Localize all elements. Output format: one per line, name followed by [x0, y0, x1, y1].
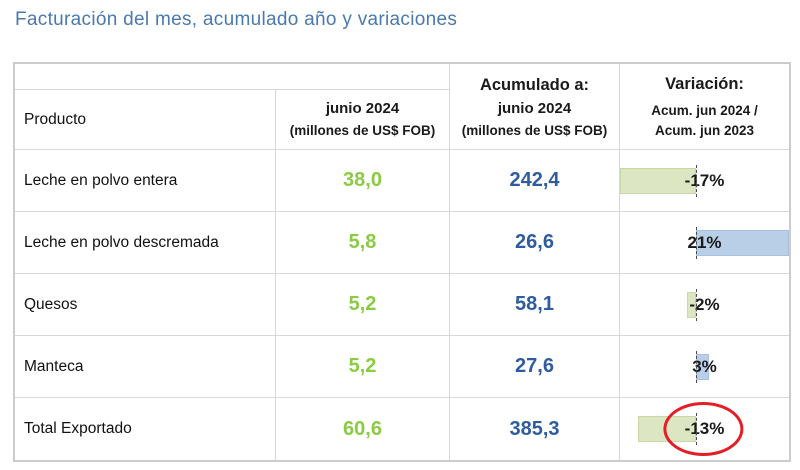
accum-value: 242,4 [450, 150, 620, 212]
databar-axis [695, 164, 697, 197]
variation-label: -17% [684, 170, 725, 190]
header-empty-cell [15, 64, 450, 90]
month-value: 38,0 [276, 150, 450, 212]
month-value: 5,8 [276, 212, 450, 274]
variation-label: -2% [689, 294, 720, 314]
red-circle-annotation [662, 402, 743, 456]
variation-cell: -17% [620, 150, 789, 212]
table-row-product: Manteca [15, 336, 276, 398]
accum-value: 26,6 [450, 212, 620, 274]
month-value-total: 60,6 [276, 398, 450, 460]
export-billing-table: Acumulado a: junio 2024 (millones de US$… [13, 62, 791, 462]
header-variacion-line1: Acum. jun 2024 / [651, 103, 758, 119]
variation-cell: 3% [620, 336, 789, 398]
header-acumulado: Acumulado a: junio 2024 (millones de US$… [450, 64, 620, 150]
month-value: 5,2 [276, 336, 450, 398]
table-row-product-total: Total Exportado [15, 398, 276, 460]
variation-databar [695, 229, 789, 256]
databar-axis [695, 350, 697, 383]
page-title: Facturación del mes, acumulado año y var… [15, 9, 458, 30]
table-row-product: Leche en polvo descremada [15, 212, 276, 274]
variation-databar [620, 167, 696, 194]
header-variacion-line2: Acum. jun 2023 [654, 123, 755, 139]
month-value: 5,2 [276, 274, 450, 336]
variation-cell: 21% [620, 212, 789, 274]
table-row-product: Quesos [15, 274, 276, 336]
variation-label: 3% [692, 356, 717, 376]
header-junio-unit: (millones de US$ FOB) [289, 122, 436, 138]
databar-axis [695, 288, 697, 321]
variation-databar [686, 291, 696, 318]
accum-value: 58,1 [450, 274, 620, 336]
header-variacion: Variación: Acum. jun 2024 / Acum. jun 20… [620, 64, 789, 150]
accum-value-total: 385,3 [450, 398, 620, 460]
variation-cell: -2% [620, 274, 789, 336]
table-row-product: Leche en polvo entera [15, 150, 276, 212]
header-acumulado-unit: (millones de US$ FOB) [461, 122, 608, 138]
databar-axis [695, 226, 697, 259]
header-acumulado-month: junio 2024 [497, 100, 572, 118]
header-variacion-title: Variación: [665, 75, 744, 94]
header-junio-2024: junio 2024 (millones de US$ FOB) [276, 90, 450, 150]
header-producto: Producto [15, 90, 276, 150]
header-acumulado-title: Acumulado a: [479, 76, 590, 95]
variation-label: 21% [687, 232, 722, 252]
accum-value: 27,6 [450, 336, 620, 398]
header-junio-month: junio 2024 [325, 100, 400, 118]
variation-cell-total: -13% [620, 398, 789, 460]
